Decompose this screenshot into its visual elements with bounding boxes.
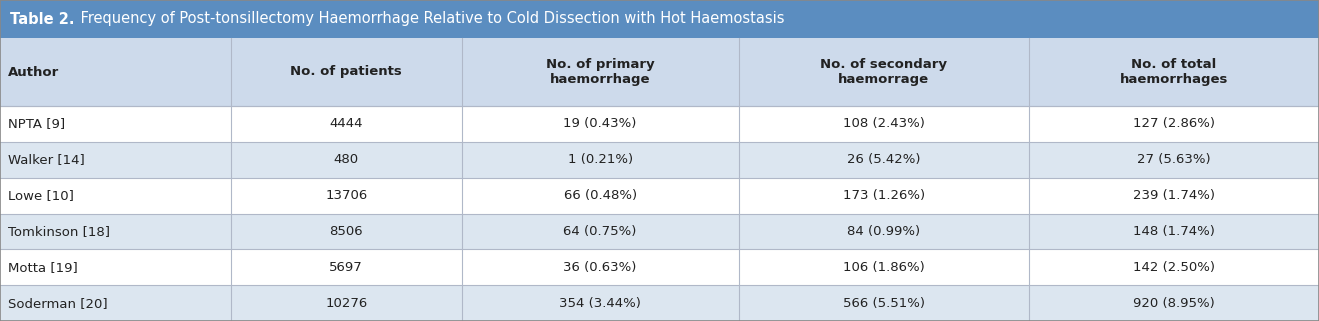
Bar <box>0 249 1319 285</box>
Text: 142 (2.50%): 142 (2.50%) <box>1133 261 1215 274</box>
Text: No. of patients: No. of patients <box>290 65 402 79</box>
Text: Tomkinson [18]: Tomkinson [18] <box>8 225 109 238</box>
Text: 8506: 8506 <box>330 225 363 238</box>
Text: No. of primary
haemorrhage: No. of primary haemorrhage <box>546 58 654 86</box>
Text: 480: 480 <box>334 153 359 166</box>
Bar <box>0 142 1319 178</box>
Text: 566 (5.51%): 566 (5.51%) <box>843 297 925 309</box>
Text: 106 (1.86%): 106 (1.86%) <box>843 261 925 274</box>
Bar <box>0 38 1319 106</box>
Text: 239 (1.74%): 239 (1.74%) <box>1133 189 1215 202</box>
Text: 4444: 4444 <box>330 117 363 130</box>
Text: Author: Author <box>8 65 59 79</box>
Text: 66 (0.48%): 66 (0.48%) <box>563 189 637 202</box>
Bar <box>0 178 1319 213</box>
Text: No. of total
haemorrhages: No. of total haemorrhages <box>1120 58 1228 86</box>
Text: 5697: 5697 <box>330 261 363 274</box>
Text: Walker [14]: Walker [14] <box>8 153 84 166</box>
Text: 127 (2.86%): 127 (2.86%) <box>1133 117 1215 130</box>
Text: 920 (8.95%): 920 (8.95%) <box>1133 297 1215 309</box>
Bar <box>0 213 1319 249</box>
Text: 36 (0.63%): 36 (0.63%) <box>563 261 637 274</box>
Text: Lowe [10]: Lowe [10] <box>8 189 74 202</box>
Text: NPTA [9]: NPTA [9] <box>8 117 65 130</box>
Text: No. of secondary
haemorrage: No. of secondary haemorrage <box>820 58 947 86</box>
Text: Motta [19]: Motta [19] <box>8 261 78 274</box>
Text: Soderman [20]: Soderman [20] <box>8 297 108 309</box>
Text: 354 (3.44%): 354 (3.44%) <box>559 297 641 309</box>
Text: 173 (1.26%): 173 (1.26%) <box>843 189 925 202</box>
Bar <box>0 285 1319 321</box>
Text: Frequency of Post-tonsillectomy Haemorrhage Relative to Cold Dissection with Hot: Frequency of Post-tonsillectomy Haemorrh… <box>77 12 785 27</box>
Text: 26 (5.42%): 26 (5.42%) <box>847 153 921 166</box>
Text: 10276: 10276 <box>324 297 368 309</box>
Text: 64 (0.75%): 64 (0.75%) <box>563 225 637 238</box>
Text: 148 (1.74%): 148 (1.74%) <box>1133 225 1215 238</box>
Text: 13706: 13706 <box>324 189 368 202</box>
Bar <box>0 106 1319 142</box>
Text: 108 (2.43%): 108 (2.43%) <box>843 117 925 130</box>
Text: 1 (0.21%): 1 (0.21%) <box>567 153 633 166</box>
Text: Table 2.: Table 2. <box>11 12 74 27</box>
Text: 84 (0.99%): 84 (0.99%) <box>847 225 921 238</box>
Bar <box>0 0 1319 38</box>
Text: 19 (0.43%): 19 (0.43%) <box>563 117 637 130</box>
Text: 27 (5.63%): 27 (5.63%) <box>1137 153 1211 166</box>
